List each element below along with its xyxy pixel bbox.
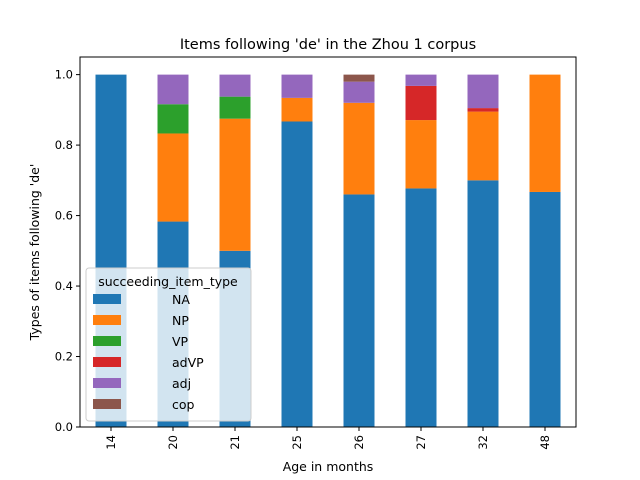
x-tick-label: 21 [228, 435, 242, 450]
x-tick-label: 32 [476, 435, 490, 450]
bar-segment-NP-21 [219, 118, 251, 251]
legend-swatch-VP [93, 336, 121, 346]
x-tick-label: 48 [538, 435, 552, 450]
x-tick-label: 26 [352, 435, 366, 450]
legend-label-adj: adj [172, 376, 191, 391]
bar-segment-VP-20 [157, 104, 189, 134]
bar-segment-NP-25 [281, 97, 313, 122]
y-axis-label: Types of items following 'de' [27, 164, 42, 342]
bar-segment-cop-26 [343, 74, 375, 82]
y-tick-label: 1.0 [55, 68, 73, 82]
legend-title: succeeding_item_type [98, 274, 238, 289]
legend-items: NA NP VP adVP adj cop [93, 292, 204, 412]
bar-segment-NP-32 [467, 111, 499, 181]
plot-frame [79, 56, 577, 428]
y-tick-label: 0.2 [55, 350, 73, 364]
x-tick-label: 27 [414, 435, 428, 450]
bar-segment-NP-27 [405, 120, 437, 189]
legend-label-adVP: adVP [172, 355, 204, 370]
y-tick-label: 0.0 [55, 420, 73, 434]
y-tick-label: 0.4 [55, 279, 73, 293]
bar-segment-NA-26 [343, 194, 375, 427]
bar-segment-VP-21 [219, 96, 251, 119]
x-tick-label: 14 [104, 435, 118, 450]
bar-segment-NA-32 [467, 180, 499, 427]
y-tick-label: 0.6 [55, 209, 73, 223]
bar-segment-adj-32 [467, 74, 499, 109]
bar-segment-NP-26 [343, 102, 375, 195]
bar-segment-adVP-27 [405, 85, 437, 121]
bar-segment-NP-20 [157, 133, 189, 222]
legend-label-cop: cop [172, 397, 195, 412]
x-axis-label: Age in months [283, 459, 374, 474]
bar-segment-adj-20 [157, 74, 189, 105]
bar-segment-NA-27 [405, 188, 437, 427]
legend-label-VP: VP [172, 334, 189, 349]
x-tick-label: 20 [166, 435, 180, 450]
legend-swatch-NA [93, 294, 121, 304]
legend-swatch-adj [93, 378, 121, 388]
legend: succeeding_item_type NA NP VP adVP adj cop [85, 267, 252, 422]
bar-segment-adj-26 [343, 81, 375, 103]
bar-segment-NP-48 [529, 74, 561, 192]
axes-layer: 0.0 0.2 0.4 0.6 0.8 1.0 14 20 21 25 26 27 32 48 [55, 56, 577, 450]
legend-label-NA: NA [172, 292, 190, 307]
legend-swatch-NP [93, 315, 121, 325]
legend-swatch-adVP [93, 357, 121, 367]
chart-title: Items following 'de' in the Zhou 1 corpu… [180, 37, 476, 53]
legend-box [85, 267, 252, 422]
bar-segment-NA-25 [281, 121, 313, 428]
y-tick-label: 0.8 [55, 138, 73, 152]
bar-segment-adj-25 [281, 74, 313, 98]
x-tick-label: 25 [290, 435, 304, 450]
bar-segment-NA-48 [529, 191, 561, 427]
bar-segment-adj-21 [219, 74, 251, 97]
bar-segment-adVP-32 [467, 108, 499, 112]
legend-label-NP: NP [172, 313, 189, 328]
bar-segment-adj-27 [405, 74, 437, 86]
legend-swatch-cop [93, 399, 121, 409]
